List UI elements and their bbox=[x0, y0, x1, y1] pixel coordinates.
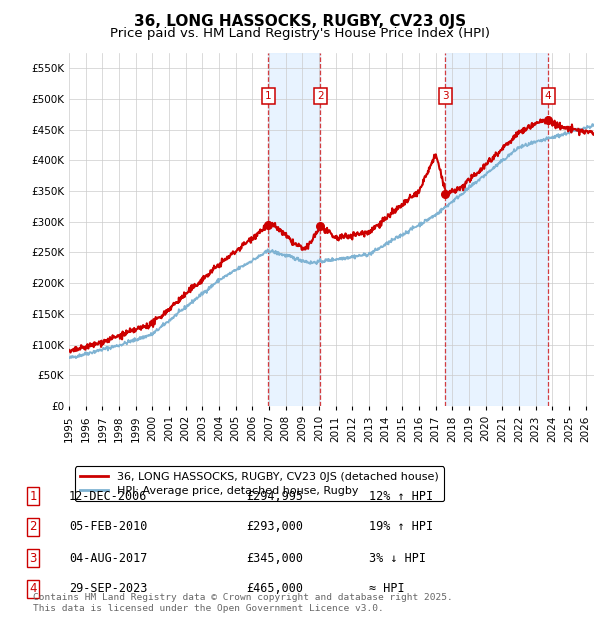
Text: 2: 2 bbox=[317, 91, 324, 100]
Legend: 36, LONG HASSOCKS, RUGBY, CV23 0JS (detached house), HPI: Average price, detache: 36, LONG HASSOCKS, RUGBY, CV23 0JS (deta… bbox=[74, 466, 444, 502]
Text: 1: 1 bbox=[29, 490, 37, 502]
Bar bbox=[268, 53, 320, 406]
Text: 36, LONG HASSOCKS, RUGBY, CV23 0JS: 36, LONG HASSOCKS, RUGBY, CV23 0JS bbox=[134, 14, 466, 29]
Text: 2: 2 bbox=[29, 521, 37, 533]
Text: £345,000: £345,000 bbox=[246, 552, 303, 564]
Bar bbox=[445, 53, 548, 406]
Text: 12-DEC-2006: 12-DEC-2006 bbox=[69, 490, 148, 502]
Text: 3: 3 bbox=[29, 552, 37, 564]
Text: Contains HM Land Registry data © Crown copyright and database right 2025.
This d: Contains HM Land Registry data © Crown c… bbox=[33, 593, 453, 613]
Text: 12% ↑ HPI: 12% ↑ HPI bbox=[369, 490, 433, 502]
Text: 04-AUG-2017: 04-AUG-2017 bbox=[69, 552, 148, 564]
Text: Price paid vs. HM Land Registry's House Price Index (HPI): Price paid vs. HM Land Registry's House … bbox=[110, 27, 490, 40]
Text: 3: 3 bbox=[442, 91, 449, 100]
Text: ≈ HPI: ≈ HPI bbox=[369, 583, 404, 595]
Text: £293,000: £293,000 bbox=[246, 521, 303, 533]
Text: 4: 4 bbox=[29, 583, 37, 595]
Text: 3% ↓ HPI: 3% ↓ HPI bbox=[369, 552, 426, 564]
Text: 05-FEB-2010: 05-FEB-2010 bbox=[69, 521, 148, 533]
Text: 29-SEP-2023: 29-SEP-2023 bbox=[69, 583, 148, 595]
Text: 19% ↑ HPI: 19% ↑ HPI bbox=[369, 521, 433, 533]
Text: £294,995: £294,995 bbox=[246, 490, 303, 502]
Text: 4: 4 bbox=[545, 91, 551, 100]
Text: £465,000: £465,000 bbox=[246, 583, 303, 595]
Text: 1: 1 bbox=[265, 91, 271, 100]
